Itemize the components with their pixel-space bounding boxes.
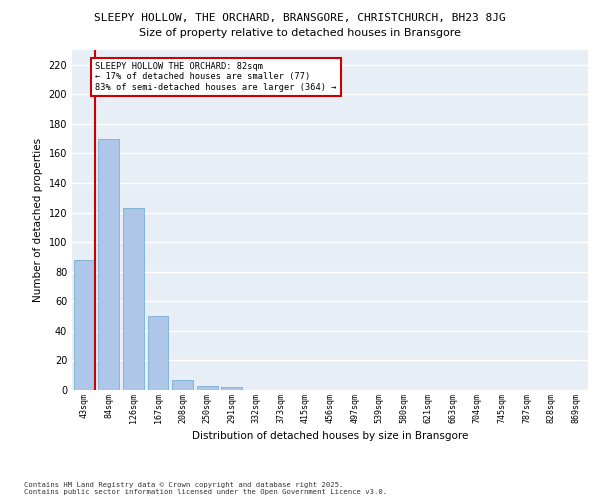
Text: Contains HM Land Registry data © Crown copyright and database right 2025.
Contai: Contains HM Land Registry data © Crown c… (24, 482, 387, 495)
Bar (74, 260, 95, 390)
Bar (172, 380, 193, 390)
Bar (221, 387, 242, 390)
Text: Size of property relative to detached houses in Bransgore: Size of property relative to detached ho… (139, 28, 461, 38)
Bar (197, 386, 218, 390)
X-axis label: Distribution of detached houses by size in Bransgore: Distribution of detached houses by size … (192, 431, 468, 441)
Y-axis label: Number of detached properties: Number of detached properties (33, 138, 43, 302)
Text: SLEEPY HOLLOW THE ORCHARD: 82sqm
← 17% of detached houses are smaller (77)
83% o: SLEEPY HOLLOW THE ORCHARD: 82sqm ← 17% o… (95, 62, 337, 92)
Text: SLEEPY HOLLOW, THE ORCHARD, BRANSGORE, CHRISTCHURCH, BH23 8JG: SLEEPY HOLLOW, THE ORCHARD, BRANSGORE, C… (94, 12, 506, 22)
Bar (98, 138, 119, 390)
Bar (123, 208, 144, 390)
Bar (148, 316, 169, 390)
